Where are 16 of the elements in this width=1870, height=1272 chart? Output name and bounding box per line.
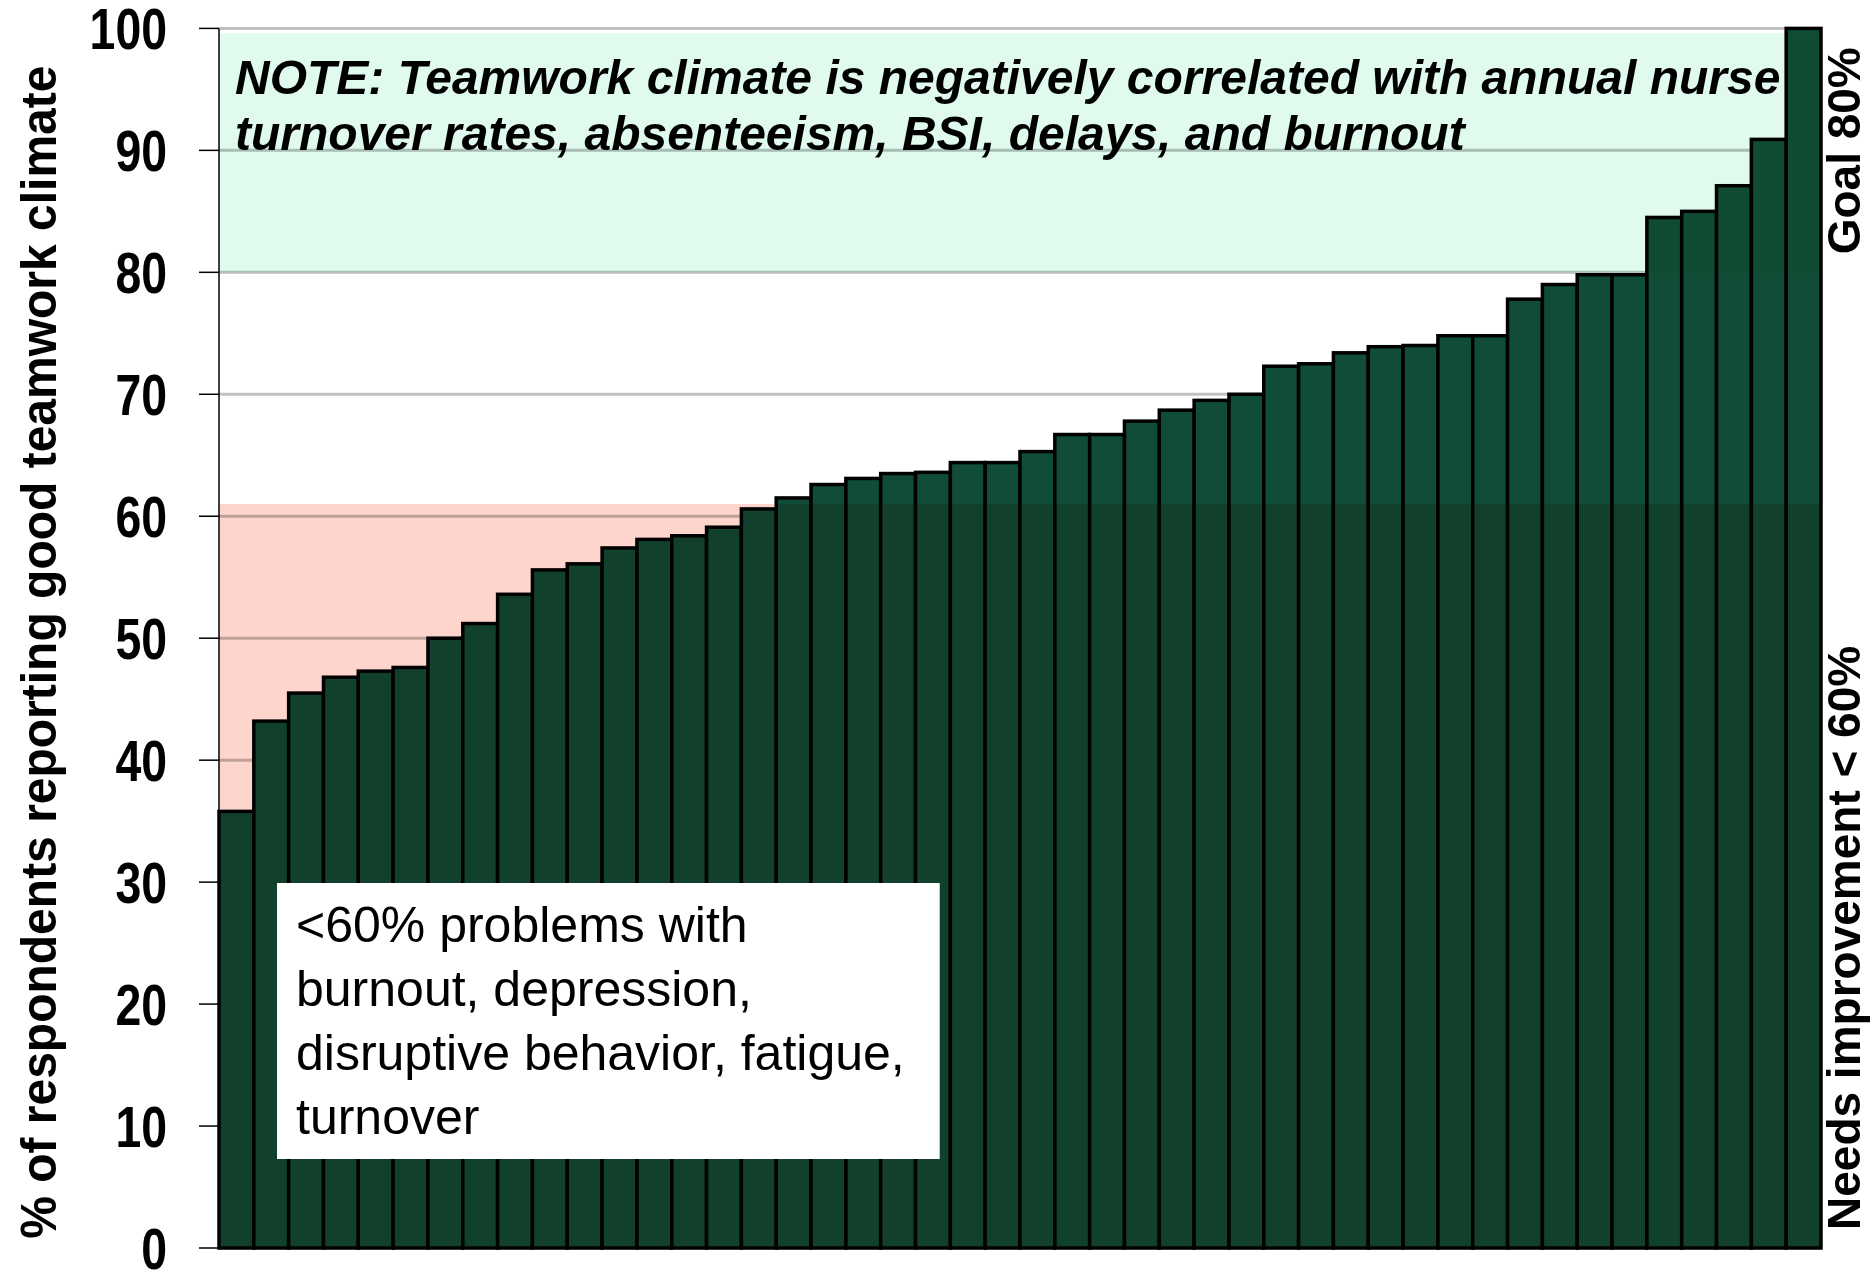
band-label: Needs improvement < 60% [1818, 645, 1870, 1230]
y-tick-label: 0 [141, 1215, 167, 1272]
y-tick-label: 30 [115, 849, 167, 916]
y-tick-label: 50 [115, 606, 167, 672]
y-tick-label: 100 [89, 0, 167, 62]
y-tick-label: 60 [115, 484, 167, 550]
y-tick-label: 10 [115, 1093, 167, 1160]
y-tick-label: 90 [115, 118, 167, 184]
y-tick-label: 40 [115, 728, 167, 794]
y-tick-label: 20 [115, 971, 167, 1038]
y-tick-label: 80 [115, 240, 167, 306]
annotation: <60% problems with burnout, depression, disruptive behavior, fatigue, turnover [296, 897, 905, 1145]
y-tick-label: 70 [115, 362, 167, 428]
y-axis-title: % of respondents reporting good teamwork climate [10, 65, 66, 1239]
annotation: NOTE: Teamwork climate is negatively correlated with annual nurse turnover rates, absenteeism, BSI, delays, and burnout [235, 51, 1781, 161]
band-label: Goal 80% [1818, 47, 1870, 255]
